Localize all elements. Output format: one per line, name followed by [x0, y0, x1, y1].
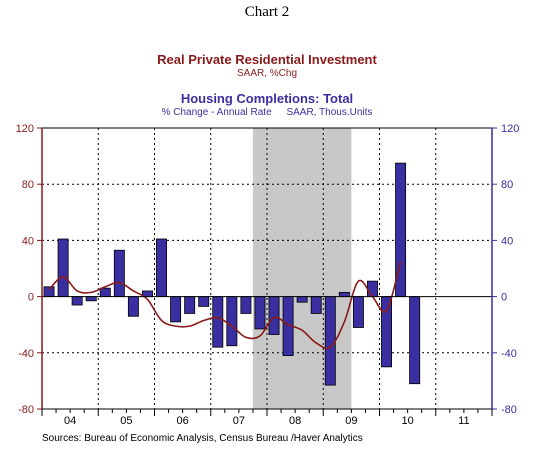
bar: [254, 296, 266, 330]
left-tick-label: 80: [22, 179, 34, 191]
bar: [212, 296, 224, 348]
bars-layer: [43, 162, 421, 386]
series-line: [48, 261, 402, 350]
bar: [71, 296, 83, 306]
bar: [99, 287, 111, 298]
bar: [310, 296, 322, 314]
bar: [268, 296, 280, 335]
left-tick-label: 120: [16, 123, 34, 135]
bar: [57, 238, 69, 297]
x-tick-label: 11: [458, 415, 469, 427]
bar: [338, 291, 350, 298]
right-tick-label: 0: [501, 292, 507, 304]
bar: [367, 280, 378, 297]
left-tick-label: -40: [18, 348, 34, 360]
bar: [113, 249, 125, 298]
right-tick-label: 80: [501, 179, 513, 191]
bar: [324, 296, 336, 386]
bar: [226, 296, 238, 347]
left-tick-label: -80: [18, 404, 34, 416]
bar: [127, 296, 139, 317]
bar: [43, 286, 55, 298]
grid-layer: [42, 128, 492, 409]
x-tick-label: 05: [120, 415, 132, 427]
left-tick-label: 40: [22, 235, 34, 247]
x-tick-label: 08: [289, 415, 301, 427]
right-tick-label: 40: [501, 235, 513, 247]
subtitle-left: % Change - Annual Rate: [161, 107, 272, 118]
right-tick-label: 120: [501, 123, 519, 135]
bar: [170, 296, 182, 323]
bar: [409, 296, 421, 385]
bar: [296, 296, 308, 303]
chart-title-units: SAAR, %Chg: [236, 68, 298, 79]
line-layer: [48, 261, 402, 350]
bar: [240, 296, 252, 314]
x-tick-label: 10: [402, 415, 414, 427]
subtitle-right: SAAR, Thous.Units: [286, 107, 373, 118]
chart-title: Real Private Residential Investment: [157, 52, 377, 67]
bar: [85, 296, 97, 302]
bar: [184, 296, 196, 314]
page-title: Chart 2: [244, 4, 290, 20]
bar: [381, 296, 392, 368]
source-note: Sources: Bureau of Economic Analysis, Ce…: [42, 433, 363, 444]
x-tick-label: 04: [64, 415, 76, 427]
chart-title-2: Housing Completions: Total: [180, 91, 354, 106]
bar: [156, 238, 167, 297]
x-tick-label: 07: [233, 415, 245, 427]
bar: [352, 296, 364, 328]
x-tick-label: 09: [345, 415, 357, 427]
x-tick-label: 06: [177, 415, 189, 427]
right-tick-label: -80: [501, 404, 517, 416]
bar: [198, 296, 210, 307]
labels-layer: 120 120 80 80 40 40 0 0 -40 -40 -80 -80 04 05 06 07 08 09…: [16, 123, 520, 427]
recession-band: [252, 128, 352, 409]
left-tick-label: 0: [28, 292, 34, 304]
chart-subtitle: % Change - Annual Rate SAAR, Thous.Units: [0, 107, 534, 118]
recession-shading-layer: [252, 128, 352, 409]
axes-layer: [37, 127, 497, 416]
right-tick-label: -40: [501, 348, 517, 360]
